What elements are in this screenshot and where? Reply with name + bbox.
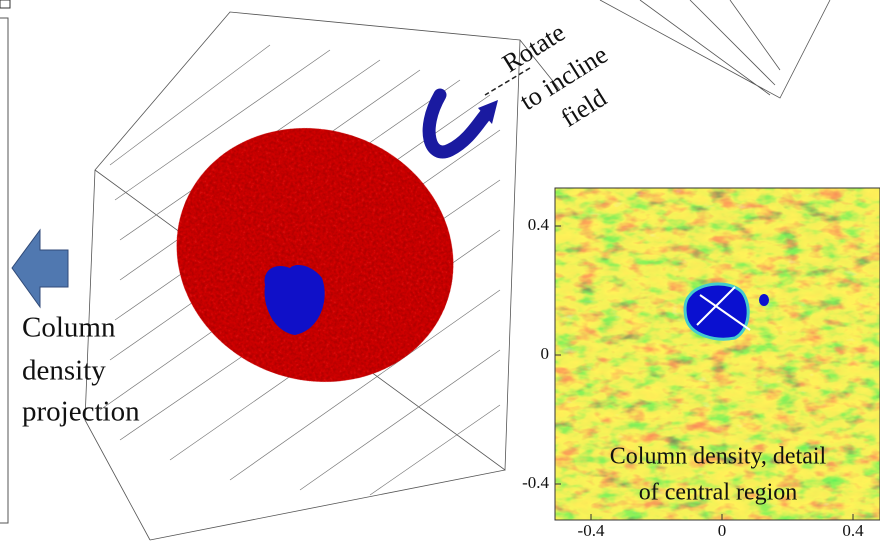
dashed-arrow bbox=[484, 67, 531, 96]
core-spot bbox=[759, 294, 769, 306]
core-region bbox=[683, 282, 750, 341]
rotate-arrow-head bbox=[478, 100, 498, 124]
frame-edge bbox=[0, 17, 9, 524]
projection-label: density bbox=[22, 355, 106, 387]
inset-caption: of central region bbox=[639, 480, 798, 506]
projection-arrow bbox=[11, 228, 69, 309]
rotate-arrow bbox=[422, 88, 495, 159]
x-tick-label: 0 bbox=[718, 521, 727, 540]
axis-arrow bbox=[699, 294, 751, 331]
x-tick-label: -0.4 bbox=[578, 521, 605, 540]
frame-corner bbox=[0, 0, 11, 9]
x-tick-label: 0.4 bbox=[842, 521, 864, 540]
y-tick-label: 0.4 bbox=[528, 215, 550, 234]
heat-map bbox=[555, 188, 880, 520]
density-map: Column density, detail of central region bbox=[554, 187, 880, 521]
inset-frame bbox=[554, 187, 880, 521]
y-tick-label: -0.4 bbox=[522, 473, 549, 492]
projection-label: projection bbox=[22, 396, 140, 428]
inset-caption: Column density, detail bbox=[610, 444, 827, 470]
y-tick-label: 0 bbox=[541, 344, 550, 363]
core bbox=[264, 265, 325, 335]
cloud bbox=[176, 128, 454, 382]
projection-label: Column bbox=[22, 312, 116, 344]
